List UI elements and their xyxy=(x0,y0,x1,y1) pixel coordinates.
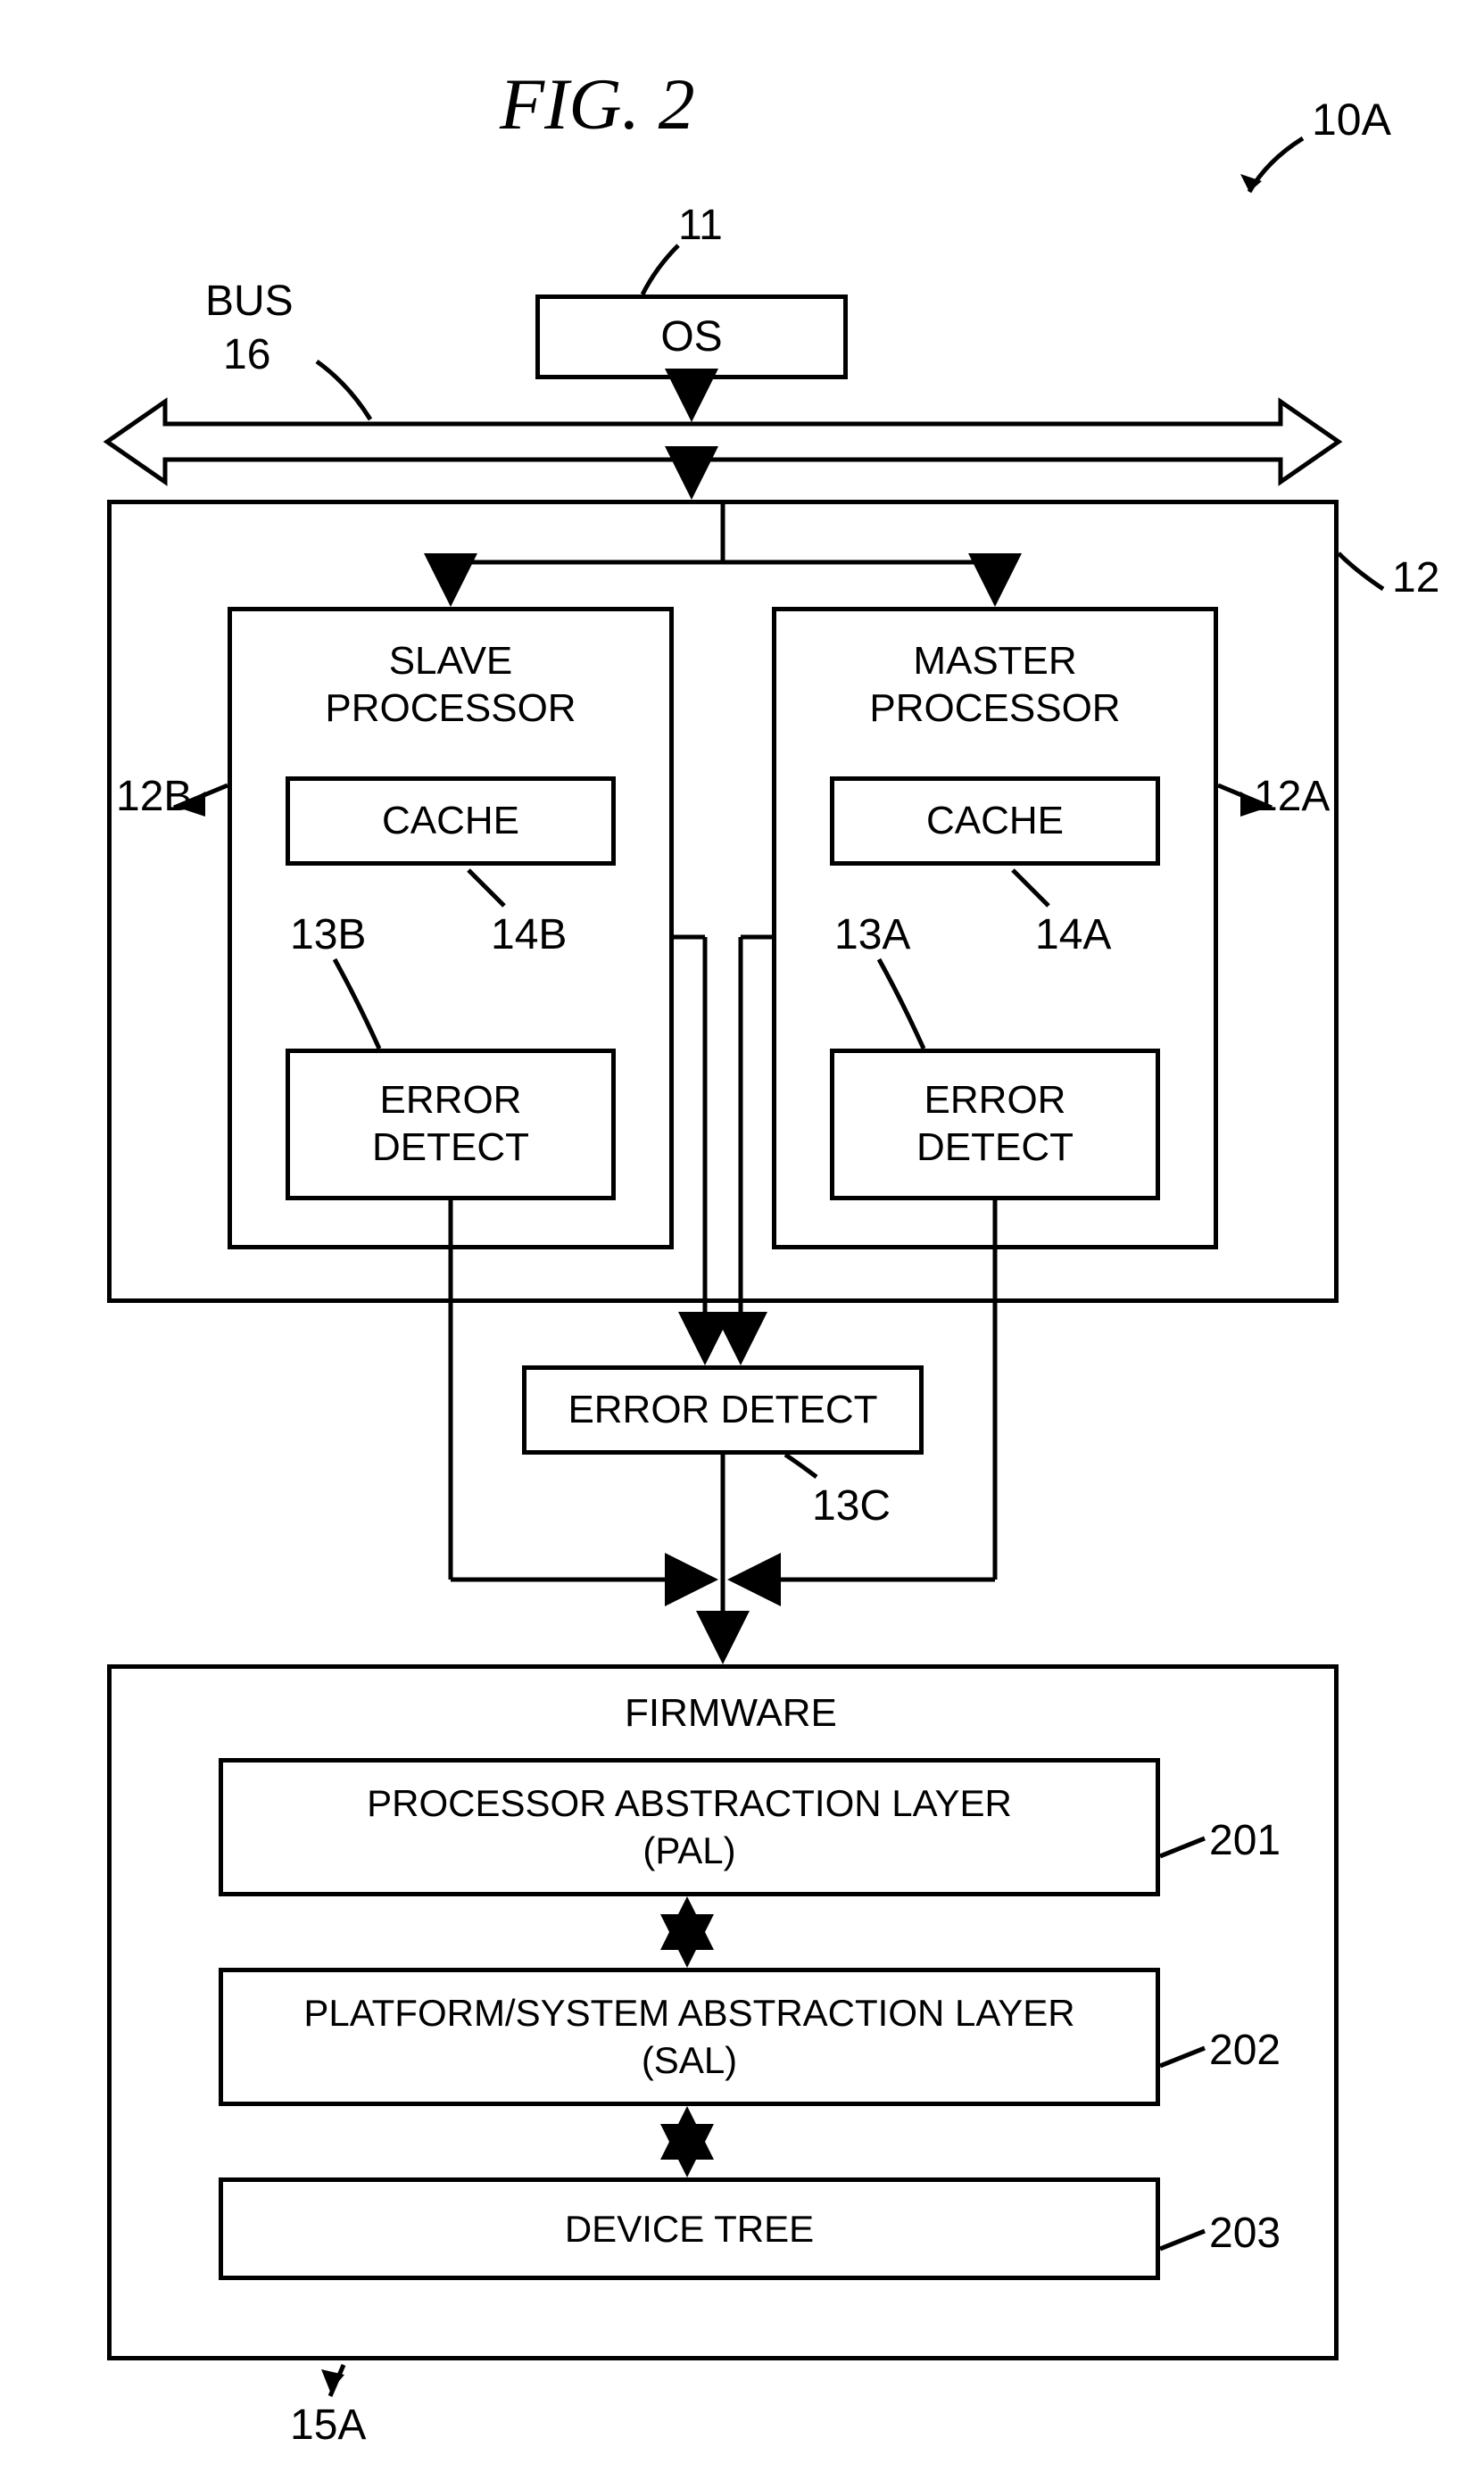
connectors-svg xyxy=(0,0,1484,2480)
